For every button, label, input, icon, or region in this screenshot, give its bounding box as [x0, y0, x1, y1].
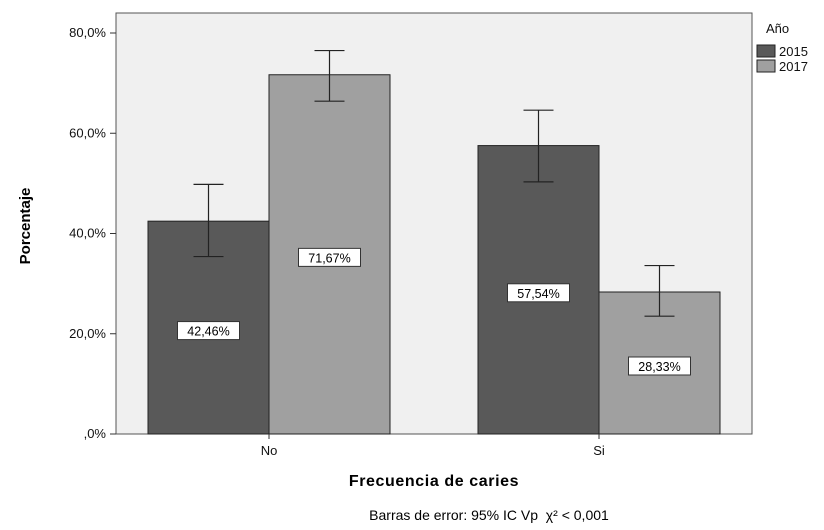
y-tick-label: ,0%	[84, 426, 107, 441]
data-labels: 42,46% 57,54% 71,67% 28,33%	[177, 247, 691, 376]
y-axis: ,0% 20,0% 40,0% 60,0% 80,0%	[69, 25, 116, 441]
error-bars	[193, 49, 675, 317]
y-tick-label: 80,0%	[69, 25, 106, 40]
x-tick-label: Si	[593, 443, 605, 458]
legend-title: Año	[766, 21, 789, 36]
data-label-box	[628, 356, 691, 376]
x-axis: No Si	[261, 434, 605, 458]
y-tick-label: 40,0%	[69, 226, 106, 241]
y-tick-label: 60,0%	[69, 125, 106, 140]
x-tick-label: No	[261, 443, 278, 458]
legend-label: 2015	[779, 44, 808, 59]
data-label: 71,67%	[308, 251, 350, 265]
legend-label: 2017	[779, 59, 808, 74]
bars	[147, 74, 721, 435]
data-label: 28,33%	[638, 360, 680, 374]
data-label: 42,46%	[187, 325, 229, 339]
y-tick-label: 20,0%	[69, 326, 106, 341]
x-axis-label: Frecuencia de caries	[349, 473, 519, 490]
data-label-box	[298, 247, 361, 267]
y-axis-label: Porcentaje	[17, 188, 34, 265]
caption: Barras de error: 95% IC Vp χ² < 0,001	[369, 507, 609, 523]
data-label-box	[177, 321, 240, 341]
legend-swatch	[756, 44, 776, 58]
legend-swatch	[756, 59, 776, 73]
data-label: 57,54%	[517, 287, 559, 301]
data-label-box	[507, 283, 570, 303]
